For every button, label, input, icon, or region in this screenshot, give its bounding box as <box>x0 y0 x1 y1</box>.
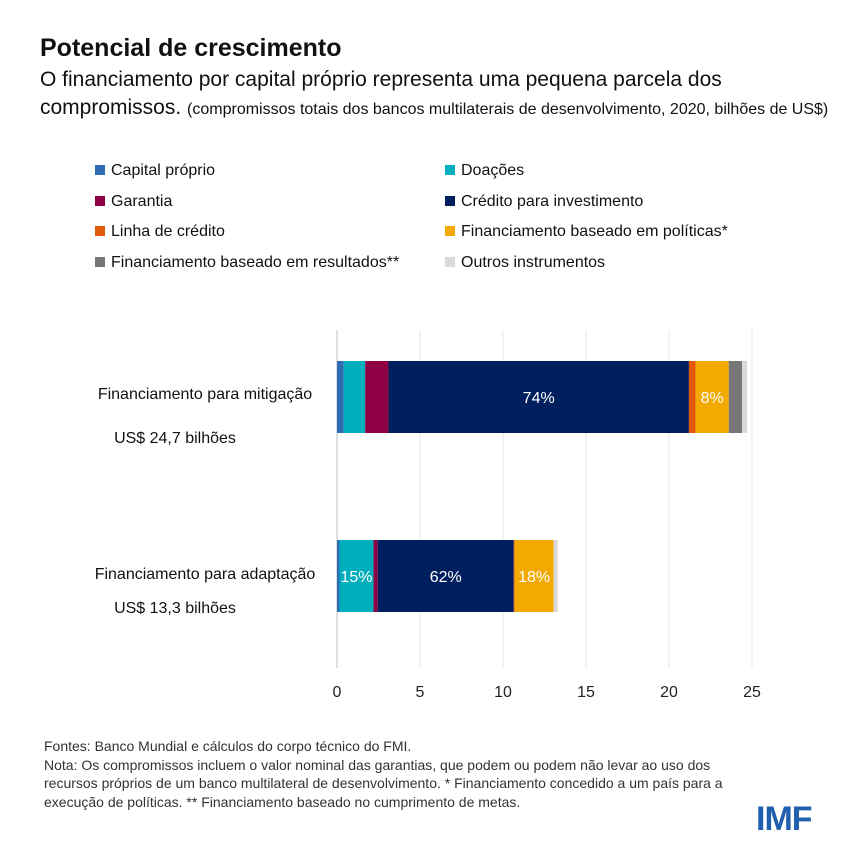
legend-item: Garantia <box>95 193 172 211</box>
legend-label: Doações <box>461 162 525 179</box>
category-label: Financiamento para mitigação <box>97 386 313 403</box>
legend-swatch <box>95 195 105 206</box>
legend-item: Crédito para investimento <box>445 193 643 211</box>
category-label: Financiamento para adaptação <box>94 566 316 583</box>
legend-swatch <box>95 256 105 267</box>
x-tick-label: 25 <box>743 684 761 701</box>
bar-segment <box>373 540 378 612</box>
legend-item: Doações <box>445 162 524 180</box>
footer: Fontes: Banco Mundial e cálculos do corp… <box>44 737 744 811</box>
legend-label: Financiamento baseado em políticas* <box>461 223 728 240</box>
bar-segment <box>365 361 389 433</box>
bar-segment <box>377 540 514 612</box>
legend-label: Garantia <box>111 192 173 210</box>
bar-segment <box>742 361 748 433</box>
bar-segment <box>343 361 366 433</box>
chart-subtitle: O financiamento por capital próprio repr… <box>40 66 830 124</box>
x-tick-label: 10 <box>494 684 512 701</box>
legend-item: Capital próprio <box>95 162 215 180</box>
bar-segment <box>337 361 344 433</box>
data-label: 62% <box>430 569 462 586</box>
subtitle-note: (compromissos totais dos bancos multilat… <box>187 101 829 118</box>
legend-item: Financiamento baseado em resultados** <box>95 254 399 272</box>
bar-segment <box>514 540 554 612</box>
legend-swatch <box>95 226 105 236</box>
legend-label: Capital próprio <box>111 162 216 179</box>
legend-label: Crédito para investimento <box>461 192 644 210</box>
bar-segment <box>513 540 515 612</box>
imf-logo: IMF <box>756 800 813 838</box>
x-tick-label: 15 <box>577 684 595 701</box>
legend-label: Outros instrumentos <box>461 253 606 271</box>
legend-swatch <box>445 256 455 267</box>
x-tick-label: 5 <box>416 684 425 701</box>
bar-segment <box>388 361 689 433</box>
data-label: 18% <box>518 569 550 586</box>
bar-segment <box>553 540 558 612</box>
note-text: Nota: Os compromissos incluem o valor no… <box>44 756 723 810</box>
sources-text: Fontes: Banco Mundial e cálculos do corp… <box>44 738 412 754</box>
legend-label: Linha de crédito <box>111 223 225 240</box>
legend-label: Financiamento baseado em resultados** <box>111 253 400 271</box>
legend-swatch <box>445 165 455 175</box>
legend-swatch <box>95 165 105 175</box>
legend-swatch <box>445 226 455 236</box>
bar-segment <box>688 361 696 433</box>
legend-item: Financiamento baseado em políticas* <box>445 223 728 241</box>
legend-item: Outros instrumentos <box>445 254 605 272</box>
legend-swatch <box>445 195 455 206</box>
category-total: US$ 13,3 bilhões <box>114 600 236 617</box>
subtitle-main: O financiamento por capital próprio repr… <box>40 68 722 119</box>
bar-segment <box>695 361 729 433</box>
legend-item: Linha de crédito <box>95 223 225 241</box>
data-label: 8% <box>701 390 724 407</box>
bar-segment <box>339 540 374 612</box>
data-label: 74% <box>523 390 555 407</box>
x-tick-label: 20 <box>660 684 678 701</box>
bar-segment <box>337 540 340 612</box>
x-tick-label: 0 <box>333 684 342 701</box>
category-total: US$ 24,7 bilhões <box>114 430 236 447</box>
chart-title: Potencial de crescimento <box>40 34 342 62</box>
bar-segment <box>728 361 743 433</box>
data-label: 15% <box>340 569 372 586</box>
